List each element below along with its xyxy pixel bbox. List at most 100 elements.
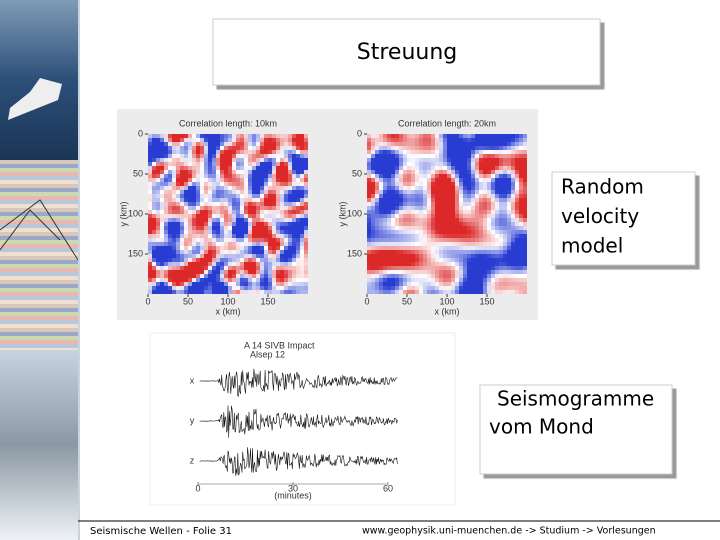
field-cell [383,154,387,158]
field-cell [395,254,399,258]
strata [0,268,78,272]
field-cell [208,190,212,194]
field-cell [459,162,463,166]
field-cell [495,146,499,150]
field-cell [367,162,371,166]
field-cell [379,186,383,190]
field-cell [280,290,284,294]
field-cell [395,262,399,266]
field-cell [244,222,248,226]
field-cell [256,222,260,226]
field-cell [431,238,435,242]
y-tick-label: 100 [128,208,143,218]
field-cell [180,290,184,294]
field-cell [391,182,395,186]
field-cell [296,282,300,286]
field-cell [471,178,475,182]
field-cell [415,154,419,158]
field-cell [168,170,172,174]
field-cell [284,170,288,174]
y-axis-label: y (km) [337,202,347,227]
field-cell [411,146,415,150]
field-cell [499,266,503,270]
field-cell [495,222,499,226]
field-cell [264,158,268,162]
field-cell [240,258,244,262]
field-cell [511,182,515,186]
field-cell [491,266,495,270]
field-cell [411,190,415,194]
field-cell [148,230,152,234]
field-cell [375,230,379,234]
field-cell [300,230,304,234]
field-cell [371,146,375,150]
field-cell [467,206,471,210]
field-cell [503,178,507,182]
field-cell [264,182,268,186]
field-cell [148,254,152,258]
field-cell [252,266,256,270]
field-cell [515,178,519,182]
field-cell [427,234,431,238]
field-cell [152,278,156,282]
field-cell [431,178,435,182]
field-cell [164,218,168,222]
field-cell [160,246,164,250]
field-cell [168,210,172,214]
field-cell [523,226,527,230]
field-cell [443,210,447,214]
field-cell [479,270,483,274]
field-cell [499,162,503,166]
field-cell [208,282,212,286]
field-cell [511,226,515,230]
field-cell [499,246,503,250]
field-cell [507,282,511,286]
field-cell [391,282,395,286]
field-cell [435,182,439,186]
field-cell [252,278,256,282]
field-cell [495,198,499,202]
field-cell [236,218,240,222]
field-cell [411,150,415,154]
panel-title: Correlation length: 10km [179,118,277,128]
field-cell [196,174,200,178]
field-cell [172,266,176,270]
field-cell [164,230,168,234]
field-cell [403,138,407,142]
field-cell [280,210,284,214]
field-cell [268,262,272,266]
field-cell [196,162,200,166]
field-cell [172,158,176,162]
field-cell [515,158,519,162]
field-cell [264,254,268,258]
field-cell [200,282,204,286]
field-cell [160,218,164,222]
field-cell [264,258,268,262]
field-cell [507,154,511,158]
field-cell [419,254,423,258]
field-cell [483,266,487,270]
field-cell [403,146,407,150]
field-cell [487,246,491,250]
field-cell [184,198,188,202]
field-cell [184,286,188,290]
field-cell [232,270,236,274]
field-cell [479,206,483,210]
field-cell [188,222,192,226]
field-cell [387,166,391,170]
field-cell [168,258,172,262]
field-cell [371,250,375,254]
field-cell [176,146,180,150]
field-cell [176,174,180,178]
field-cell [236,286,240,290]
field-cell [240,142,244,146]
field-cell [240,166,244,170]
field-cell [511,266,515,270]
field-cell [383,194,387,198]
x-tick-label: 0 [145,296,150,306]
field-cell [188,214,192,218]
field-cell [164,154,168,158]
y-axis-label: y (km) [118,202,128,227]
field-cell [487,154,491,158]
field-cell [208,250,212,254]
